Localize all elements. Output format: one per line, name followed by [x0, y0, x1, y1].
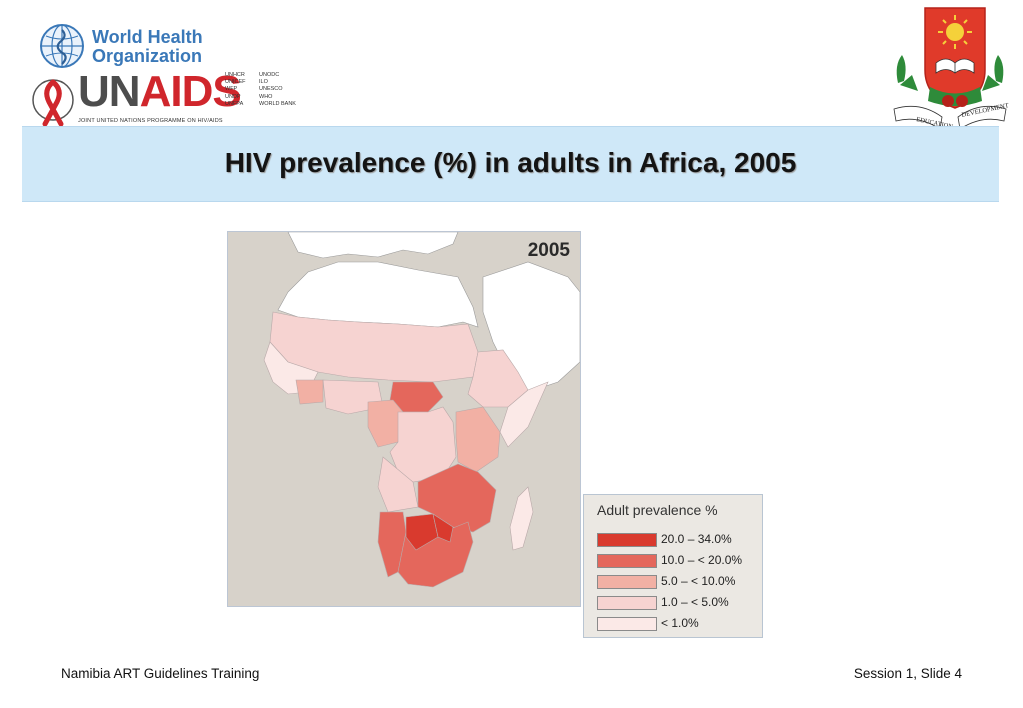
cosponsor: UNFPA	[225, 100, 244, 107]
legend-label: 1.0 – < 5.0%	[661, 595, 729, 609]
cosponsor: UNDP	[225, 93, 241, 100]
legend-title: Adult prevalence %	[597, 502, 718, 518]
unaids-aids: AIDS	[139, 67, 242, 116]
who-name-line2: Organization	[92, 46, 203, 66]
logo-area: World Health Organization UNAIDS JOINT U…	[28, 20, 299, 127]
who-name: World Health Organization	[92, 28, 203, 66]
legend-swatch	[597, 533, 657, 547]
zimbabwe-region	[432, 513, 454, 543]
east-africa-region	[455, 406, 501, 473]
madagascar-region	[509, 486, 534, 551]
cosponsor-list: UNHCR UNODC UNICEF ILO WFP UNESCO UNDP W…	[225, 72, 299, 108]
title-band: HIV prevalence (%) in adults in Africa, …	[22, 126, 999, 202]
north-africa-region	[277, 261, 479, 328]
africa-map-svg	[263, 232, 580, 588]
footer-left: Namibia ART Guidelines Training	[61, 666, 260, 681]
map-legend: Adult prevalence % 20.0 – 34.0% 10.0 – <…	[583, 494, 763, 638]
legend-label: < 1.0%	[661, 616, 699, 630]
cosponsor: ILO	[259, 79, 268, 86]
africa-map: 2005	[227, 231, 581, 607]
ivory-coast-region	[295, 379, 324, 405]
somalia-region	[499, 381, 549, 448]
red-ribbon-icon	[32, 79, 74, 127]
legend-label: 10.0 – < 20.0%	[661, 553, 743, 567]
map-year-label: 2005	[527, 240, 570, 261]
university-crest-icon: EDUCATION DEVELOPMENT	[893, 7, 1009, 130]
angola-region	[377, 456, 419, 513]
who-emblem-icon	[40, 24, 84, 68]
cosponsor: UNESCO	[259, 86, 283, 93]
legend-swatch	[597, 596, 657, 610]
footer-right: Session 1, Slide 4	[853, 666, 962, 681]
cosponsor: UNICEF	[225, 79, 246, 86]
legend-swatch	[597, 617, 657, 631]
legend-label: 5.0 – < 10.0%	[661, 574, 736, 588]
zambia-mozambique-region	[417, 463, 497, 533]
unaids-wordmark: UNAIDS	[78, 67, 242, 116]
legend-label: 20.0 – 34.0%	[661, 532, 732, 546]
cosponsor: UNODC	[259, 72, 280, 78]
unaids-un: UN	[78, 67, 141, 116]
who-name-line1: World Health	[92, 27, 203, 47]
cosponsor: WFP	[225, 86, 238, 93]
legend-swatch	[597, 554, 657, 568]
slide-title: HIV prevalence (%) in adults in Africa, …	[224, 147, 797, 178]
unaids-subtitle: JOINT UNITED NATIONS PROGRAMME ON HIV/AI…	[78, 118, 223, 124]
cosponsor: WHO	[259, 93, 273, 100]
cosponsor: WORLD BANK	[259, 100, 296, 107]
europe-region	[287, 232, 459, 259]
botswana-region	[405, 513, 439, 551]
legend-swatch	[597, 575, 657, 589]
cosponsor: UNHCR	[225, 72, 245, 78]
